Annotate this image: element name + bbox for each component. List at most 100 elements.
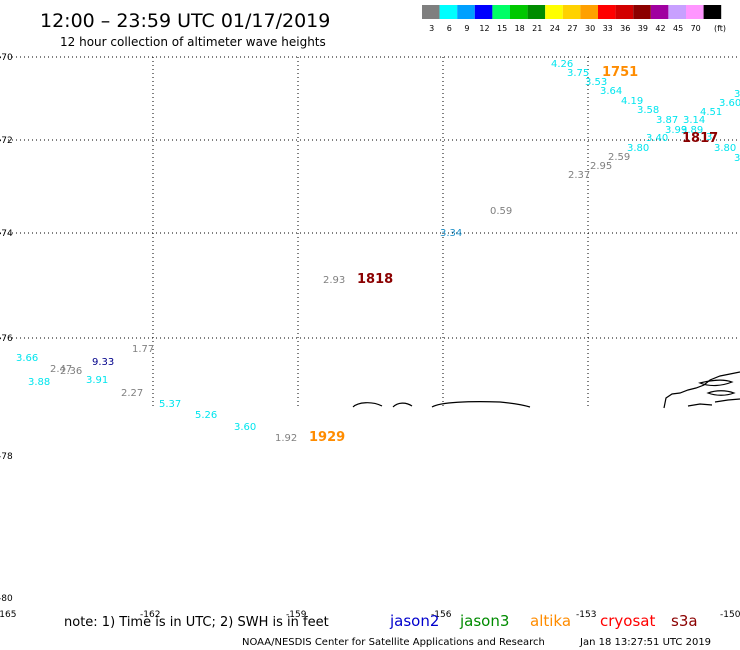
wave-height-label: 2.95 (590, 161, 612, 172)
coastline-segment (698, 379, 734, 387)
wave-height-label: 2.59 (608, 152, 630, 163)
legend-swatch (492, 5, 510, 19)
satellite-name-jason2: jason2 (389, 612, 439, 630)
legend-swatch (633, 5, 651, 19)
lat-label-70: -70 (0, 53, 13, 63)
legend-swatch (668, 5, 686, 19)
pass-time-label: 1818 (357, 272, 393, 287)
legend-swatch (510, 5, 528, 19)
lon-label-165: -165 (0, 610, 16, 620)
map-title: 12:00 – 23:59 UTC 01/17/2019 (40, 10, 330, 32)
legend-tick-label: 3 (429, 24, 434, 33)
wave-height-label: 3 (734, 153, 740, 164)
color-legend: 3 6 9 12 15 18 21 24 27 30 33 36 39 42 45 70 (422, 5, 722, 33)
wave-height-label: 2.93 (323, 275, 345, 286)
footer-credit: NOAA/NESDIS Center for Satellite Applica… (242, 637, 545, 648)
coastline-segment (706, 390, 736, 396)
wave-height-label: 3.80 (627, 143, 649, 154)
legend-tick-label: 24 (550, 24, 560, 33)
wave-height-label: 1.92 (275, 433, 297, 444)
legend-tick-label: 9 (464, 24, 469, 33)
legend-tick-label: 42 (655, 24, 665, 33)
legend-swatch (615, 5, 634, 19)
pass-time-label: 1929 (309, 430, 345, 445)
satellite-name-jason3: jason3 (459, 612, 509, 630)
legend-tick-label: 70 (691, 24, 701, 33)
wave-height-label: 3.53 (585, 77, 607, 88)
wave-height-label: 3.34 (440, 228, 462, 239)
map-subtitle: 12 hour collection of altimeter wave hei… (60, 35, 326, 49)
pass-time-label: 1817 (682, 131, 718, 146)
legend-tick-label: 21 (532, 24, 542, 33)
wave-height-label: 3.87 (656, 115, 678, 126)
wave-height-label: 3.40 (646, 133, 668, 144)
satellite-name-cryosat: cryosat (600, 612, 655, 630)
lon-label-156: -156 (431, 610, 452, 620)
legend-swatch (562, 5, 581, 19)
legend-swatch (527, 5, 546, 19)
wave-height-label: 3.60 (719, 98, 740, 109)
lon-label-159: -159 (286, 610, 307, 620)
lon-label-153: -153 (576, 610, 596, 620)
wave-height-label: 3.75 (567, 68, 589, 79)
wave-height-label: 3.99 (665, 125, 687, 136)
coastline-segment (352, 402, 383, 408)
legend-tick-label: 6 (447, 24, 452, 33)
wave-height-label: 3.89 (681, 125, 703, 136)
satellite-name-s3a: s3a (671, 612, 698, 630)
wave-height-label: 3.60 (234, 422, 256, 433)
wave-height-label: 0.59 (490, 206, 512, 217)
wave-height-label: 5.37 (159, 399, 181, 410)
lat-label-76: -76 (0, 334, 13, 344)
wave-height-label: 2.36 (60, 366, 82, 377)
legend-swatch (650, 5, 669, 19)
legend-swatch (457, 5, 475, 19)
coastline-segment (687, 403, 713, 407)
legend-tick-label: 15 (497, 24, 507, 33)
lat-label-72: -72 (0, 136, 13, 146)
legend-tick-label: 33 (603, 24, 613, 33)
wave-height-label: 9.33 (92, 357, 114, 368)
wave-height-label: 5.26 (195, 410, 217, 421)
legend-swatch (686, 5, 704, 19)
wave-height-label: 3.88 (28, 377, 50, 388)
legend-tick-label: 18 (515, 24, 525, 33)
antarctic-coastline (352, 371, 740, 409)
wave-height-label: 3 (734, 89, 740, 100)
lat-label-80: -80 (0, 594, 13, 604)
legend-tick-label: 39 (638, 24, 648, 33)
satellite-name-altika: altika (530, 612, 571, 630)
lon-label-162: -162 (140, 610, 160, 620)
wave-height-readings: 4.263.753.533.644.193.583.87 3.144.513.60… (16, 59, 740, 444)
wave-height-label: 4.26 (551, 59, 573, 70)
wave-height-label: 3.64 (600, 86, 622, 97)
wave-height-label: 2.47 (50, 364, 72, 375)
legend-swatch (439, 5, 458, 19)
legend-tick-label: 27 (567, 24, 577, 33)
pass-time-label: 1751 (602, 65, 638, 80)
coastline-segment (663, 371, 740, 409)
coastline-segment (714, 398, 740, 403)
legend-tick-label: 30 (585, 24, 595, 33)
legend-swatch (545, 5, 563, 19)
wave-height-label: 3.66 (16, 353, 38, 364)
wave-height-label: 4.51 (700, 107, 722, 118)
footer-note: note: 1) Time is in UTC; 2) SWH is in fe… (64, 615, 329, 630)
legend-swatch (474, 5, 493, 19)
footer-generated: Jan 18 13:27:51 UTC 2019 (579, 637, 711, 648)
wave-height-label: 3 (706, 132, 712, 143)
coastline-segment (431, 401, 531, 408)
wave-height-label: 3.58 (637, 105, 659, 116)
legend-swatch (703, 5, 722, 19)
wave-height-label: 2.37 (568, 170, 590, 181)
legend-tick-label: 45 (673, 24, 683, 33)
wave-height-label: 3.14 (683, 115, 705, 126)
wave-height-label: 4.19 (621, 96, 643, 107)
wave-height-label: 1.77 (132, 344, 154, 355)
legend-tick-label: 12 (479, 24, 489, 33)
pass-time-stamps: 1751 1817 1818 1929 (309, 65, 718, 445)
legend-swatch (580, 5, 598, 19)
lat-label-78: -78 (0, 452, 13, 462)
wave-height-label: 3.80 (714, 143, 736, 154)
